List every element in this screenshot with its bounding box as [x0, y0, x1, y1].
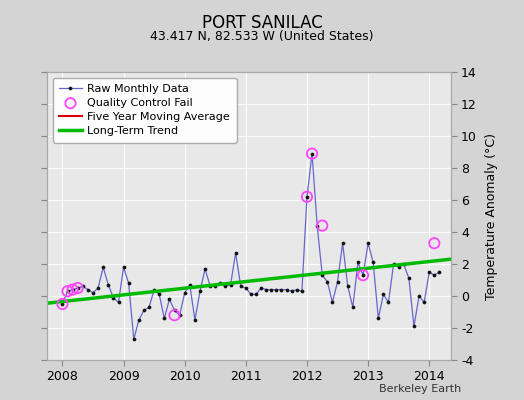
Raw Monthly Data [380, 292, 387, 297]
Quality Control Fail [430, 240, 439, 246]
Line: Raw Monthly Data: Raw Monthly Data [61, 152, 441, 341]
Quality Control Fail [318, 222, 326, 229]
Quality Control Fail [58, 301, 67, 307]
Text: Berkeley Earth: Berkeley Earth [379, 384, 461, 394]
Text: 43.417 N, 82.533 W (United States): 43.417 N, 82.533 W (United States) [150, 30, 374, 43]
Y-axis label: Temperature Anomaly (°C): Temperature Anomaly (°C) [485, 132, 498, 300]
Legend: Raw Monthly Data, Quality Control Fail, Five Year Moving Average, Long-Term Tren: Raw Monthly Data, Quality Control Fail, … [53, 78, 236, 142]
Raw Monthly Data [90, 290, 96, 295]
Raw Monthly Data [309, 151, 315, 156]
Text: PORT SANILAC: PORT SANILAC [202, 14, 322, 32]
Quality Control Fail [359, 272, 367, 278]
Quality Control Fail [303, 194, 311, 200]
Quality Control Fail [73, 285, 82, 291]
Raw Monthly Data [365, 241, 372, 246]
Raw Monthly Data [355, 260, 361, 265]
Quality Control Fail [308, 150, 316, 157]
Quality Control Fail [69, 286, 77, 293]
Raw Monthly Data [59, 302, 66, 306]
Quality Control Fail [63, 288, 72, 294]
Raw Monthly Data [130, 337, 137, 342]
Quality Control Fail [170, 312, 179, 318]
Raw Monthly Data [406, 276, 412, 281]
Raw Monthly Data [436, 270, 443, 274]
Raw Monthly Data [370, 260, 376, 265]
